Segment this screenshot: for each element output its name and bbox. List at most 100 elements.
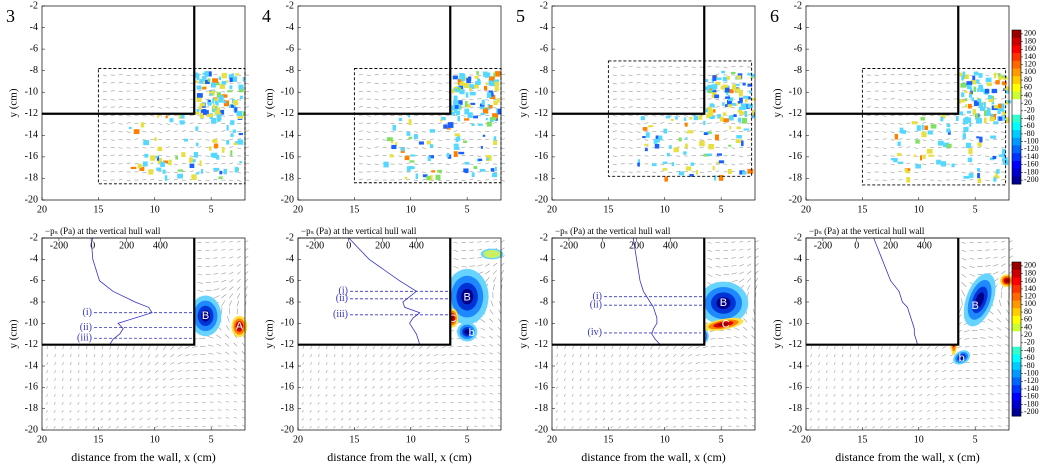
velocity-arrow [672,354,677,358]
velocity-arrow [695,361,700,364]
colorbar-band [1012,292,1021,301]
velocity-arrow [244,271,249,275]
velocity-arrow [665,417,669,420]
velocity-arrow [165,123,170,125]
hull-wall [298,238,452,346]
vorticity-patch [941,114,946,119]
velocity-arrow [302,354,304,358]
velocity-arrow [387,362,391,365]
x-tick-label: 5 [719,434,724,445]
velocity-arrow [193,361,198,364]
velocity-arrow [872,370,876,373]
velocity-arrow [61,426,64,429]
y-tick-label: -20 [789,194,802,205]
velocity-arrow [241,408,246,411]
vorticity-patch [1005,101,1008,105]
velocity-arrow [477,115,482,117]
colorbar-band [1012,130,1021,139]
velocity-arrow [497,384,502,387]
velocity-arrow [872,362,876,366]
vorticity-patch [454,146,460,150]
y-tick-label: -10 [25,87,38,98]
velocity-arrow [914,138,919,140]
vorticity-patch [985,77,992,83]
velocity-arrow [216,334,222,339]
velocity-arrow [301,426,304,429]
vorticity-patch [1005,117,1010,123]
velocity-arrow [364,394,368,397]
velocity-arrow [46,362,48,366]
y-tick-label: -14 [281,130,294,141]
velocity-arrow [919,370,923,373]
vorticity-patch [738,107,744,110]
velocity-arrow [620,107,625,109]
velocity-arrow [162,362,167,366]
vorticity-patch [473,115,478,119]
velocity-arrow [139,370,143,374]
velocity-arrow [422,74,427,76]
vorticity-patch [220,109,225,115]
velocity-arrow [751,401,756,403]
velocity-arrow [636,123,641,125]
velocity-arrow [356,362,360,366]
colorbar-band [1012,68,1021,77]
y-tick-label: -12 [789,339,802,350]
velocity-arrow [688,377,692,380]
vorticity-patch [747,168,754,174]
vorticity-patch [465,92,469,98]
velocity-arrow [349,370,352,373]
vorticity-patch [727,97,734,102]
vorticity-patch [946,128,951,133]
x-tick-label: 5 [209,204,214,215]
velocity-arrow [358,105,363,108]
velocity-arrow [680,346,685,350]
velocity-arrow [108,378,112,382]
vorticity-patch [480,112,485,116]
velocity-arrow [155,370,159,373]
vorticity-patch [494,86,499,92]
velocity-arrow [162,393,167,397]
velocity-arrow [178,409,182,412]
x-tick-label: 15 [857,204,867,215]
y-tick-label: -4 [540,254,548,265]
velocity-arrow [997,393,1002,395]
colorbar-tick-label: -20 [1024,106,1035,115]
velocity-arrow [950,385,954,388]
hull-wall [806,6,960,115]
velocity-arrow [934,417,939,420]
velocity-arrow [192,345,198,348]
velocity-arrow [688,409,692,412]
velocity-arrow [221,139,226,141]
velocity-arrow [92,402,96,405]
velocity-arrow [833,354,836,358]
y-tick-label: -2 [30,232,38,243]
y-tick-label: -10 [789,318,802,329]
vorticity-patch [467,76,472,81]
vorticity-patch [469,87,472,91]
velocity-arrow [489,360,494,363]
velocity-arrow [739,248,744,251]
vorticity-patch [189,157,193,163]
velocity-arrow [747,162,752,165]
x-tick-label: 20 [547,204,557,215]
velocity-arrow [993,241,998,243]
vorticity-patch [202,86,207,90]
velocity-arrow [743,360,748,363]
vorticity-patch [684,122,688,127]
velocity-arrow [817,378,820,381]
vorticity-patch [467,112,473,118]
velocity-arrow [489,309,494,315]
vorticity-patch [464,161,470,165]
velocity-arrow [387,426,391,428]
velocity-arrow [903,354,907,358]
velocity-arrow [731,107,736,109]
velocity-arrow [213,171,218,173]
y-tick-label: -8 [794,65,802,76]
velocity-arrow [731,257,736,259]
velocity-arrow [903,370,907,373]
vorticity-patch [707,110,714,116]
velocity-arrow [754,270,759,275]
colorbar-band [1012,339,1021,348]
velocity-arrow [603,378,606,381]
velocity-arrow [481,369,486,371]
